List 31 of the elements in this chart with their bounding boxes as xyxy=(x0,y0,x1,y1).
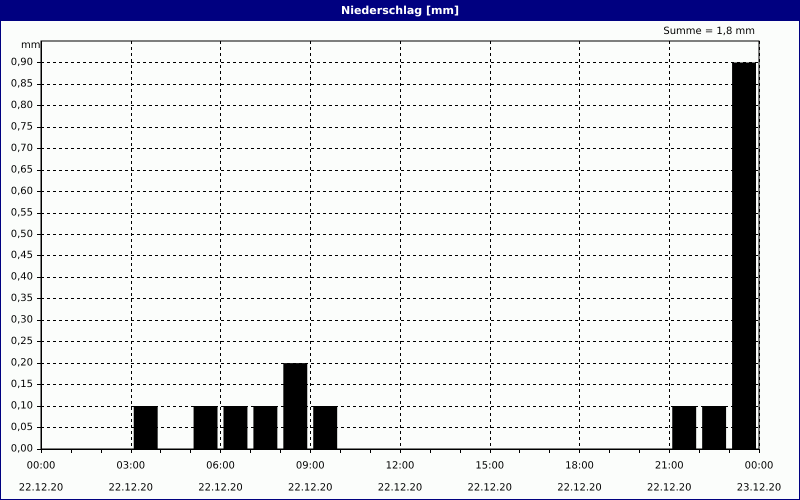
y-tick-label: 0,55 xyxy=(10,207,33,218)
y-tick-label: 0,10 xyxy=(10,400,33,412)
y-tick-label: 0,15 xyxy=(10,379,33,390)
y-tick-label: 0,65 xyxy=(10,164,33,176)
x-tick-label: 03:00 22.12.20 xyxy=(108,460,154,494)
text: Summe = 1,8 mm xyxy=(663,26,755,37)
y-tick-label: 0,00 xyxy=(10,444,33,454)
y-tick-label: 0,50 xyxy=(10,228,33,240)
x-tick-label: 12:00 22.12.20 xyxy=(378,460,422,494)
x-tick-label: 09:00 22.12.20 xyxy=(288,460,333,494)
y-tick-label: 0,90 xyxy=(10,56,33,68)
y-tick-label: 0,85 xyxy=(10,78,33,90)
y-axis-title: mm xyxy=(21,40,40,51)
y-tick-label: 0,70 xyxy=(10,142,33,154)
x-tick-label: 06:00 22.12.20 xyxy=(198,460,243,494)
y-tick-label: 0,35 xyxy=(10,293,33,304)
y-tick-label: 0,05 xyxy=(10,422,33,434)
x-tick-label: 18:00 22.12.20 xyxy=(557,460,602,494)
y-tick-label: 0,60 xyxy=(10,186,33,197)
y-tick-label: 0,75 xyxy=(10,121,33,132)
x-tick-label: 00:00 22.12.20 xyxy=(18,460,64,494)
x-tick-label: 00:00 23.12.20 xyxy=(736,460,782,494)
x-tick-label: 21:00 22.12.20 xyxy=(646,460,692,494)
y-tick-label: 0,40 xyxy=(10,272,33,283)
y-tick-label: 0,25 xyxy=(10,336,33,348)
chart-title: Niederschlag [mm] xyxy=(1,1,799,21)
y-tick-label: 0,30 xyxy=(10,314,33,326)
y-tick-label: 0,45 xyxy=(10,250,33,262)
y-tick-label: 0,20 xyxy=(10,358,33,369)
x-tick-label: 15:00 22.12.20 xyxy=(467,460,512,494)
y-tick-label: 0,80 xyxy=(10,100,33,111)
